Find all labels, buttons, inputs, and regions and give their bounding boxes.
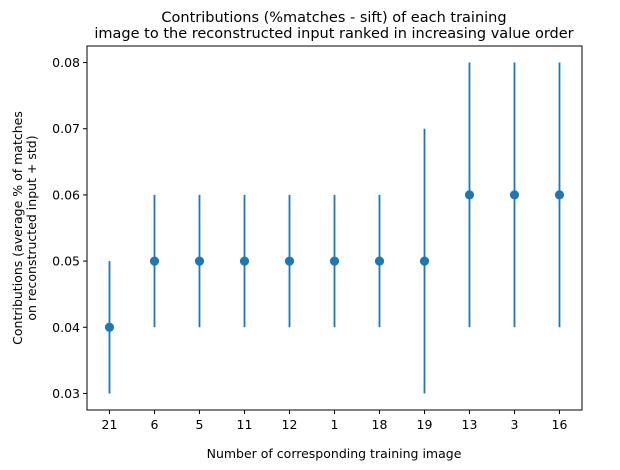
- data-point: [239, 256, 250, 266]
- x-tick-label: 6: [151, 417, 159, 432]
- data-point: [374, 256, 385, 266]
- data-point: [419, 256, 430, 266]
- x-tick-label: 11: [237, 417, 253, 432]
- x-tick-label: 5: [196, 417, 204, 432]
- x-axis-label: Number of corresponding training image: [207, 446, 462, 461]
- x-tick-label: 13: [462, 417, 478, 432]
- x-tick-label: 1: [331, 417, 339, 432]
- x-tick-label: 21: [102, 417, 118, 432]
- y-axis-label-line-2: on reconstructed input + std): [24, 135, 39, 320]
- y-axis-label-line-1: Contributions (average % of matches: [10, 111, 25, 345]
- x-tick-label: 16: [552, 417, 568, 432]
- y-tick-label: 0.03: [52, 386, 80, 401]
- chart-title-line-2: image to the reconstructed input ranked …: [94, 26, 573, 42]
- y-tick-label: 0.06: [52, 187, 80, 202]
- data-point: [284, 256, 295, 266]
- y-tick-label: 0.04: [52, 320, 80, 335]
- data-point: [329, 256, 340, 266]
- data-point: [194, 256, 205, 266]
- x-tick-label: 18: [372, 417, 388, 432]
- y-tick-label: 0.05: [52, 254, 80, 269]
- y-tick-label: 0.08: [52, 55, 80, 70]
- x-tick-label: 12: [282, 417, 298, 432]
- x-tick-label: 3: [511, 417, 519, 432]
- data-point: [554, 190, 565, 200]
- data-point: [464, 190, 475, 200]
- data-point: [149, 256, 160, 266]
- data-point: [509, 190, 520, 200]
- chart-title-line-1: Contributions (%matches - sift) of each …: [161, 10, 506, 26]
- data-point: [104, 322, 115, 332]
- x-tick-label: 19: [417, 417, 433, 432]
- plot-area: [104, 62, 565, 394]
- y-tick-label: 0.07: [52, 121, 80, 136]
